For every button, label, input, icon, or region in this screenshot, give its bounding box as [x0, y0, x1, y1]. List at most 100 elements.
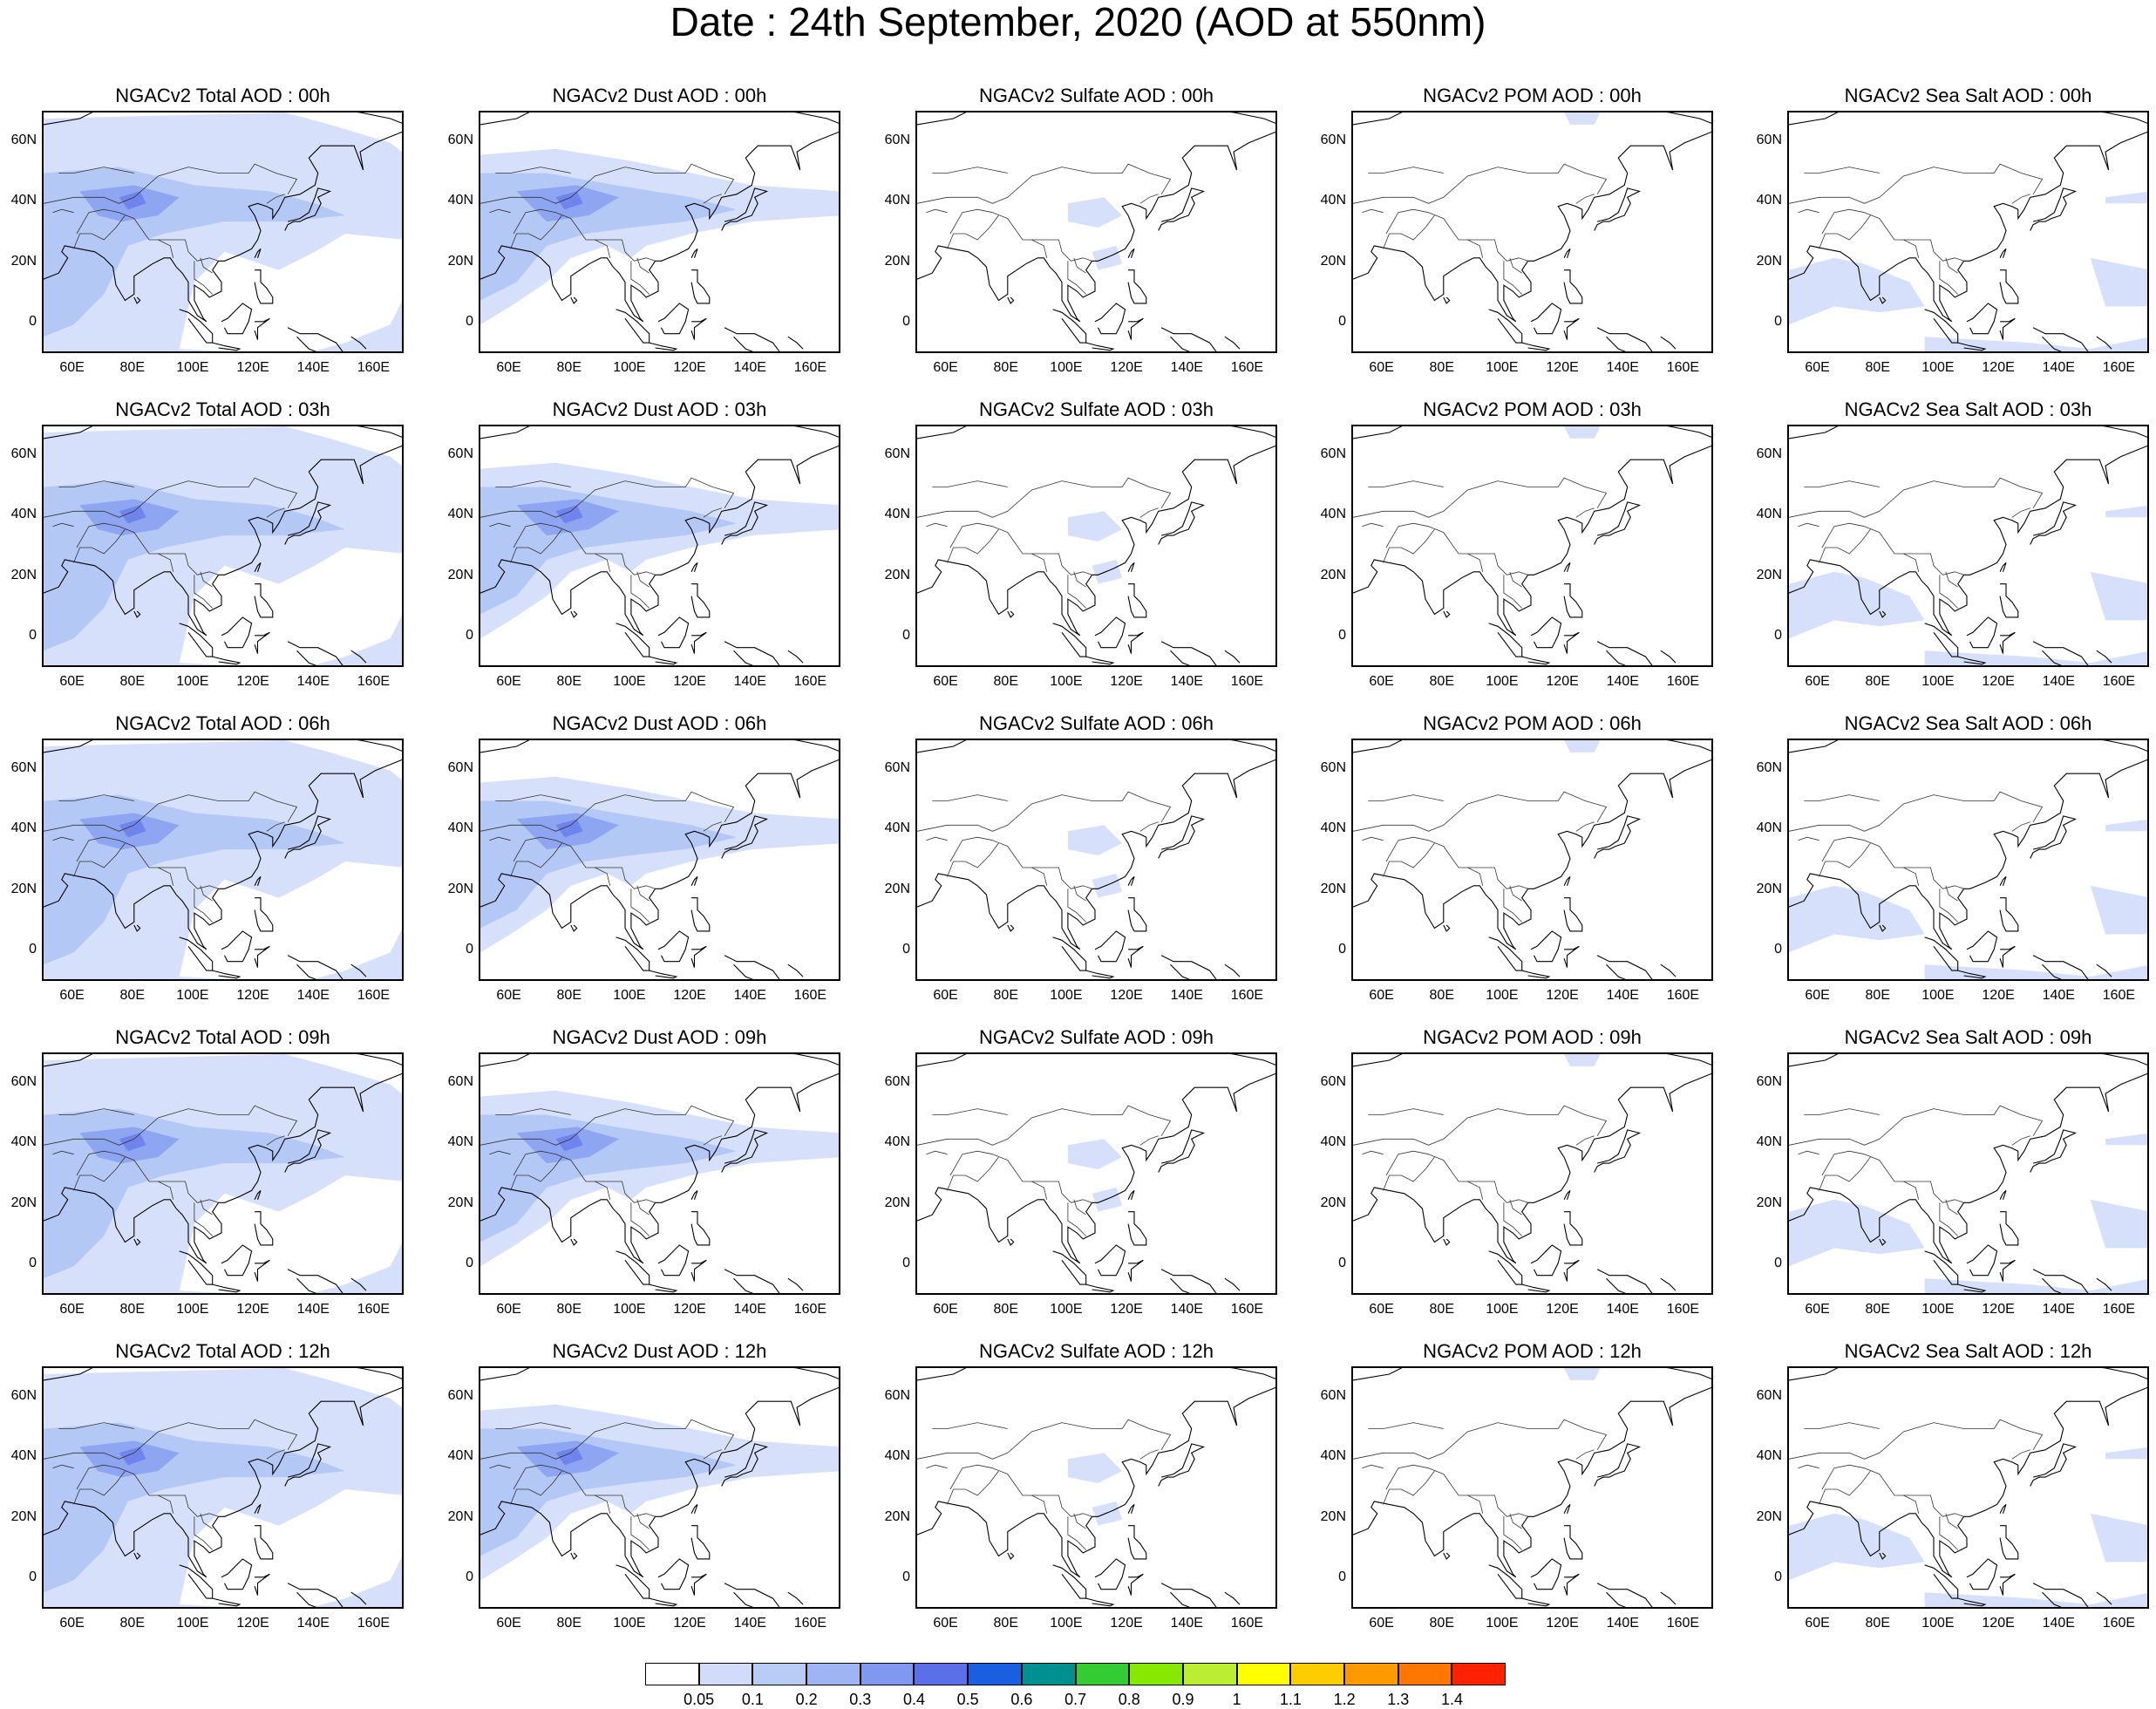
country-border — [1789, 1419, 2044, 1460]
country-border — [495, 1422, 571, 1429]
country-border — [703, 1449, 722, 1460]
coastline — [1999, 1259, 2016, 1282]
country-border — [1368, 167, 1444, 174]
coastline — [917, 1386, 1275, 1578]
country-border — [949, 1464, 993, 1490]
coastline — [1957, 1597, 1987, 1607]
country-border — [1819, 842, 1871, 877]
aod-map — [917, 112, 1275, 351]
country-border — [555, 526, 656, 575]
lon-tick-label: 120E — [673, 1616, 706, 1631]
coastline — [1094, 303, 1126, 335]
coastline — [1521, 342, 1551, 351]
lon-tick-label: 120E — [1546, 1616, 1579, 1631]
coastline — [1966, 930, 1998, 963]
lat-tick-label: 0 — [29, 1256, 37, 1271]
coastline — [254, 1573, 270, 1596]
lon-tick-label: 80E — [993, 988, 1018, 1003]
country-border — [266, 1449, 285, 1460]
country-border — [926, 522, 948, 528]
country-border — [1353, 163, 1608, 204]
aod-shading — [1092, 1501, 1123, 1526]
coastline — [1563, 562, 1571, 573]
lat-tick-label: 20N — [447, 253, 473, 269]
country-border — [1945, 885, 1958, 902]
country-border — [595, 867, 611, 886]
aod-shading — [1067, 511, 1123, 541]
coastline — [287, 641, 343, 665]
coastline — [616, 1250, 650, 1285]
coastline — [1160, 1269, 1217, 1293]
country-border — [1368, 1108, 1444, 1115]
aod-map — [1353, 112, 1711, 351]
lon-tick-label: 100E — [176, 360, 209, 375]
lon-tick-label: 100E — [1486, 1616, 1519, 1631]
colorbar-label: 0.9 — [1172, 1691, 1194, 1708]
country-border — [513, 1464, 556, 1490]
coastline — [1879, 1552, 1887, 1560]
panel-title: NGACv2 POM AOD : 12h — [1423, 1340, 1642, 1362]
lon-tick-label: 120E — [236, 1302, 269, 1317]
lon-tick-label: 160E — [2102, 360, 2136, 375]
coastline — [1966, 1558, 1998, 1590]
colorbar-swatch — [1343, 1663, 1398, 1685]
colorbar-swatch — [645, 1663, 699, 1685]
lat-tick-label: 20N — [10, 1508, 37, 1524]
lat-tick-label: 0 — [466, 942, 473, 957]
lon-tick-label: 120E — [236, 360, 269, 375]
map-panel — [1787, 1366, 2149, 1609]
country-border — [1509, 885, 1522, 902]
lat-tick-label: 60N — [1756, 446, 1782, 461]
coastline — [179, 1250, 214, 1285]
lat-tick-label: 40N — [447, 1134, 473, 1150]
coastline — [1563, 249, 1571, 259]
country-border — [949, 1150, 993, 1176]
lat-tick-label: 60N — [884, 132, 910, 147]
country-border — [636, 1199, 650, 1215]
coastline — [616, 1564, 650, 1599]
country-border — [947, 1156, 999, 1191]
country-border — [636, 1513, 650, 1529]
aod-map — [1353, 740, 1711, 979]
country-border — [1362, 522, 1384, 528]
coastline — [1127, 897, 1147, 932]
country-border — [1945, 571, 1958, 588]
lon-tick-label: 120E — [673, 988, 706, 1003]
country-border — [200, 1199, 213, 1215]
coastline — [1596, 955, 1653, 979]
coastline — [657, 1558, 690, 1590]
lat-tick-label: 20N — [1756, 881, 1782, 896]
coastline — [1563, 897, 1583, 932]
country-border — [1575, 194, 1595, 204]
coastline — [1999, 1211, 2019, 1246]
coastline — [1999, 1190, 2007, 1201]
coastline — [133, 610, 141, 618]
coastline — [1789, 1054, 2147, 1067]
colorbar-swatch — [914, 1663, 969, 1685]
country-border — [1864, 1154, 1964, 1203]
country-border — [76, 836, 119, 862]
coastline — [1085, 1597, 1115, 1607]
colorbar-swatch — [1398, 1663, 1452, 1685]
aod-shading — [119, 1133, 146, 1152]
lat-tick-label: 0 — [902, 942, 910, 957]
coastline — [812, 1294, 818, 1296]
coastline — [1660, 650, 1677, 664]
aod-map — [44, 1368, 402, 1607]
coastline — [1224, 1591, 1241, 1605]
coastline — [1999, 876, 2007, 887]
country-border — [1428, 840, 1528, 889]
country-border — [76, 208, 119, 235]
coastline — [1563, 1525, 1583, 1560]
country-border — [1804, 167, 1880, 174]
country-border — [1819, 1470, 1871, 1505]
coastline — [44, 1368, 402, 1381]
country-border — [636, 257, 650, 274]
lon-tick-label: 80E — [119, 1616, 145, 1631]
lon-tick-label: 120E — [1546, 1302, 1579, 1317]
coastline — [350, 336, 367, 350]
lon-tick-label: 120E — [1110, 1302, 1143, 1317]
coastline — [1127, 1504, 1135, 1515]
aod-map — [1789, 1368, 2147, 1607]
coastline — [212, 656, 241, 665]
